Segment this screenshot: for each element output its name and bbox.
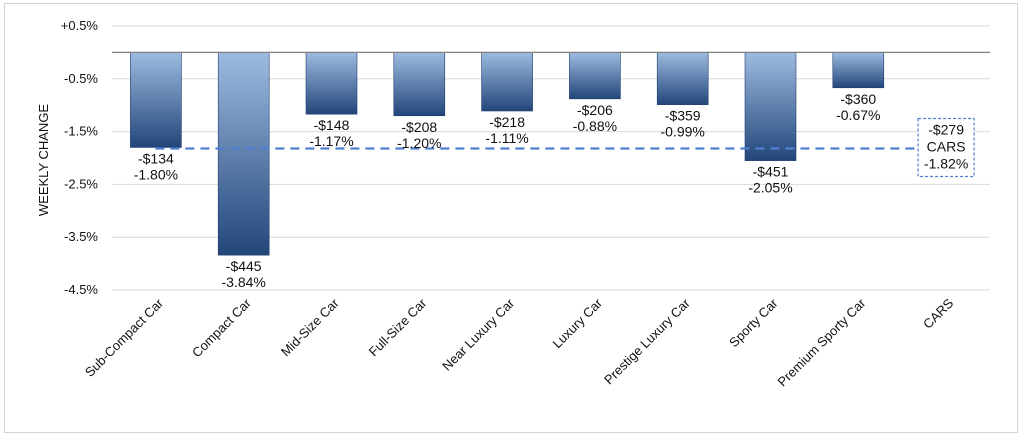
reference-line-group	[155, 117, 975, 178]
data-label-percent: -1.17%	[309, 133, 353, 149]
reference-label-name: CARS	[927, 138, 966, 154]
y-tick-label: -1.5%	[64, 124, 98, 139]
data-label-dollar: -$206	[577, 102, 613, 118]
reference-label-percent: -1.82%	[924, 155, 968, 171]
bar	[217, 52, 270, 256]
data-label-percent: -1.11%	[485, 130, 528, 146]
y-tick-label: -0.5%	[64, 71, 98, 86]
bar	[393, 52, 446, 117]
x-tick-label: Sporty Car	[726, 295, 781, 350]
y-axis-label: WEEKLY CHANGE	[36, 104, 51, 217]
data-label-percent: -2.05%	[748, 180, 792, 196]
x-tick-label: Full-Size Car	[366, 295, 430, 359]
data-label-dollar: -$148	[314, 117, 350, 133]
bar	[130, 52, 182, 148]
x-tick-label: CARS	[920, 295, 956, 331]
data-label-dollar: -$451	[753, 164, 789, 180]
bar	[832, 52, 885, 89]
data-label-dollar: -$359	[665, 108, 701, 124]
data-label-dollar: -$208	[401, 119, 437, 135]
x-tick-label: Sub-Compact Car	[82, 295, 167, 380]
x-tick-label: Luxury Car	[549, 295, 605, 351]
data-label-dollar: -$445	[226, 258, 262, 274]
data-label-dollar: -$360	[840, 91, 876, 107]
bar	[305, 52, 358, 115]
x-tick-label: Prestige Luxury Car	[601, 295, 693, 387]
reference-label-box	[917, 117, 975, 178]
bar	[481, 52, 533, 112]
data-labels: -$134-1.80%-$445-3.84%-$148-1.17%-$208-1…	[134, 91, 969, 290]
x-tick-label: Compact Car	[189, 295, 254, 360]
y-tick-label: -2.5%	[64, 176, 98, 191]
data-label-percent: -0.67%	[836, 107, 880, 123]
data-label-percent: -1.20%	[397, 135, 441, 151]
bar	[569, 52, 621, 100]
x-tick-label: Mid-Size Car	[278, 295, 342, 359]
y-tick-label: +0.5%	[61, 18, 99, 33]
data-label-dollar: -$218	[489, 114, 525, 130]
data-label-percent: -1.80%	[134, 166, 178, 182]
x-tick-label: Near Luxury Car	[439, 295, 518, 374]
y-tick-label: -3.5%	[64, 229, 98, 244]
reference-label-dollar: -$279	[928, 121, 964, 137]
y-tick-label: -4.5%	[64, 282, 98, 297]
bar	[656, 52, 709, 105]
data-label-percent: -0.99%	[661, 124, 705, 140]
data-label-percent: -3.84%	[222, 274, 266, 290]
bars	[130, 52, 885, 256]
data-label-dollar: -$134	[138, 150, 174, 166]
data-label-percent: -0.88%	[573, 118, 617, 134]
bar	[744, 52, 797, 161]
x-tick-label: Premium Sporty Car	[775, 295, 869, 389]
